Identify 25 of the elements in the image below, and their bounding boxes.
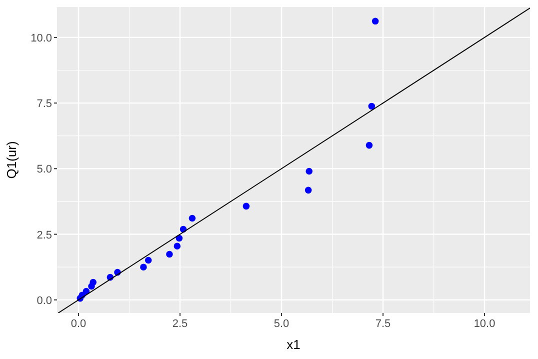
y-axis-title: Q1(ur) xyxy=(4,141,19,179)
point xyxy=(174,242,181,250)
point xyxy=(82,288,90,295)
y-tick-label: 10.0 xyxy=(30,32,52,44)
x-tick-label: 10.0 xyxy=(474,318,496,330)
x-tick-label: 2.5 xyxy=(172,318,188,330)
x-tick-label: 0.0 xyxy=(70,318,86,330)
y-tick-label: 2.5 xyxy=(36,229,52,242)
x-tick-label: 7.5 xyxy=(375,318,391,330)
point xyxy=(368,102,376,110)
point xyxy=(304,186,312,194)
y-tick-label: 7.5 xyxy=(36,98,52,110)
point xyxy=(188,214,196,222)
point xyxy=(372,18,379,25)
point xyxy=(306,168,313,175)
x-axis-title: x1 xyxy=(286,337,300,352)
y-tick-label: 5.0 xyxy=(36,164,52,176)
point xyxy=(90,278,97,286)
point xyxy=(166,250,173,258)
point xyxy=(242,202,250,210)
x-tick-label: 5.0 xyxy=(274,318,290,330)
y-tick-label: 0.0 xyxy=(36,294,52,307)
point xyxy=(366,142,373,149)
point xyxy=(144,256,152,264)
point xyxy=(140,264,147,270)
